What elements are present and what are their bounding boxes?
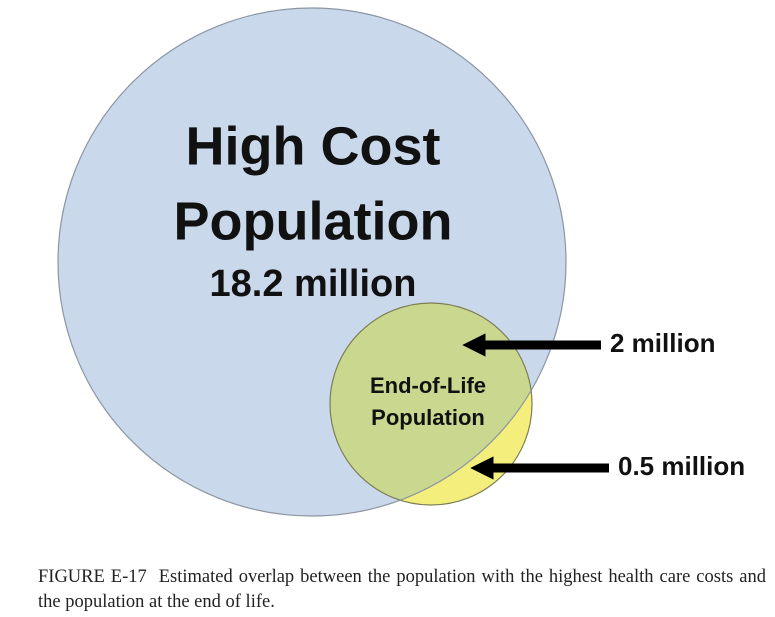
caption: FIGURE E-17 Estimated overlap between th… xyxy=(38,565,766,615)
annotation: 2 million xyxy=(610,328,715,358)
set-label: High Cost xyxy=(186,116,441,176)
caption-text: Estimated overlap between the population… xyxy=(38,567,766,612)
venn-diagram: High Cost Population 18.2 million End-of… xyxy=(57,7,745,517)
end-of-life-outline xyxy=(329,302,533,506)
figure-label: FIGURE E-17 xyxy=(38,567,147,587)
set-label: Population xyxy=(371,405,485,430)
set-label: End-of-Life xyxy=(370,373,486,398)
annotation: 0.5 million xyxy=(618,451,745,481)
overlap-region xyxy=(330,303,532,505)
set-label: Population xyxy=(174,191,453,251)
set-size: 18.2 million xyxy=(210,263,417,305)
